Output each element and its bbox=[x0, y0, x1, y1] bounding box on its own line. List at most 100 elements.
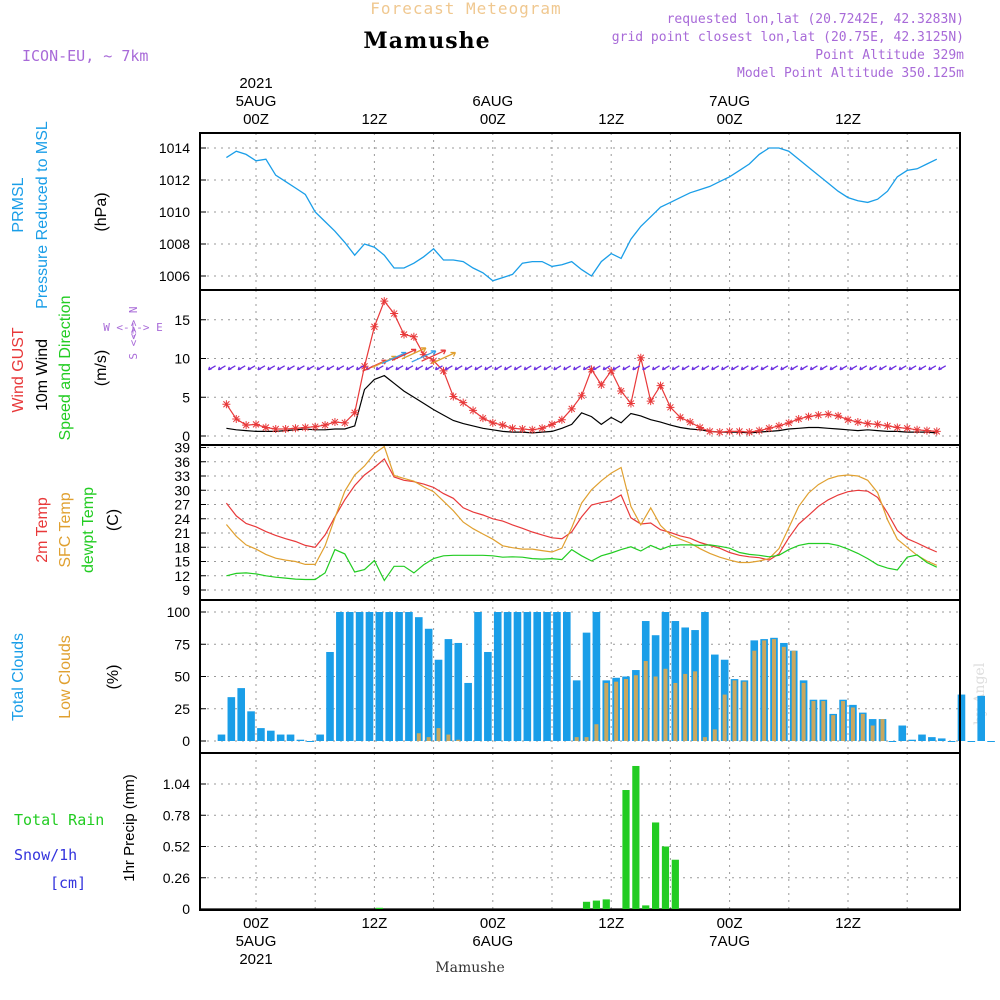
time-label-top: 00Z bbox=[480, 111, 506, 128]
total-clouds-bar bbox=[434, 659, 443, 741]
rain-bar bbox=[671, 859, 679, 909]
wind-gust-marker bbox=[765, 424, 774, 433]
wind-gust-marker bbox=[863, 419, 872, 428]
time-label-bottom: 00Z bbox=[243, 915, 269, 932]
y-tick-label: 1010 bbox=[159, 204, 190, 220]
wind-gust-marker bbox=[488, 418, 497, 427]
time-label-bottom: 12Z bbox=[835, 915, 861, 932]
wind-gust-marker bbox=[804, 412, 813, 421]
total-clouds-bar bbox=[671, 621, 680, 741]
y-tick-label: 9 bbox=[182, 582, 190, 598]
time-label-top: 7AUG bbox=[709, 93, 750, 110]
wind-direction-arrow bbox=[217, 365, 226, 371]
wind-gust-marker bbox=[222, 400, 231, 409]
wind-direction-arrow bbox=[454, 365, 463, 371]
low-clouds-bar bbox=[811, 701, 816, 741]
y-tick-label: 50 bbox=[174, 669, 190, 685]
plot-layer bbox=[200, 147, 995, 910]
wind-direction-arrow bbox=[474, 365, 483, 371]
time-label-top: 12Z bbox=[361, 111, 387, 128]
wind-gust-marker bbox=[784, 418, 793, 427]
rain-bar bbox=[622, 790, 630, 909]
time-label-bottom: 00Z bbox=[480, 915, 506, 932]
wind-direction-arrow bbox=[421, 349, 447, 362]
wind-gust-marker bbox=[705, 427, 714, 436]
wind-direction-arrow bbox=[553, 365, 562, 371]
wind-gust-marker bbox=[508, 424, 517, 433]
total-clouds-bar bbox=[493, 612, 502, 741]
wind-gust-marker bbox=[676, 413, 685, 422]
y-tick-label: 10 bbox=[174, 351, 190, 367]
total-clouds-bar bbox=[267, 730, 275, 741]
y-tick-label: 25 bbox=[174, 701, 190, 717]
low-clouds-bar bbox=[702, 737, 707, 741]
wind-gust-label: Wind GUST bbox=[10, 327, 27, 413]
time-label-top: 12Z bbox=[835, 111, 861, 128]
y-tick-label: 75 bbox=[174, 636, 190, 652]
total-clouds-bar bbox=[395, 612, 403, 741]
y-tick-label: 21 bbox=[174, 525, 190, 541]
total-clouds-bar bbox=[217, 734, 226, 741]
low-clouds-bar bbox=[594, 724, 599, 741]
total-clouds-bar bbox=[405, 612, 413, 741]
total-clouds-bar bbox=[444, 639, 453, 741]
header: Forecast Meteogram Mamushe ICON-EU, ~ 7k… bbox=[22, 0, 988, 976]
total-clouds-bar bbox=[898, 725, 907, 741]
frame-layer bbox=[199, 132, 961, 911]
grid-point-coords: grid point closest lon,lat (20.75E, 42.3… bbox=[612, 30, 964, 45]
wind-gust-marker bbox=[242, 421, 251, 430]
wind-direction-arrow bbox=[533, 365, 542, 371]
y-tick-label: 1014 bbox=[159, 140, 190, 156]
wind-direction-arrow bbox=[444, 365, 453, 371]
wind-gust-marker bbox=[666, 403, 675, 412]
total-clouds-bar bbox=[227, 697, 236, 741]
snow-unit-label: [cm] bbox=[50, 874, 86, 892]
wind-gust-marker bbox=[390, 309, 399, 318]
wind-direction-arrow bbox=[207, 365, 216, 371]
wind-gust-marker bbox=[409, 332, 418, 341]
y-tick-label: 0 bbox=[182, 428, 190, 444]
label-layer: 1006100810101012101405101591215182124273… bbox=[10, 75, 861, 968]
wind-direction-arrow bbox=[790, 365, 799, 371]
y-tick-label: 1008 bbox=[159, 236, 190, 252]
total-clouds-bar bbox=[424, 628, 433, 741]
y-tick-label: 0.26 bbox=[163, 870, 190, 886]
total-clouds-bar bbox=[316, 734, 324, 741]
wind-direction-arrow bbox=[642, 365, 651, 371]
wind-gust-marker bbox=[528, 425, 537, 434]
wind-direction-arrow bbox=[671, 365, 680, 371]
location-title: Mamushe bbox=[363, 28, 490, 54]
wind-direction-arrow bbox=[336, 365, 345, 371]
wind-gust-marker bbox=[597, 380, 606, 389]
wind-gust-marker bbox=[893, 423, 902, 432]
wind-gust-marker bbox=[587, 365, 596, 374]
wind-gust-marker bbox=[814, 411, 823, 420]
low-clouds-bar bbox=[643, 661, 648, 741]
total-clouds-bar bbox=[543, 612, 551, 741]
wind-direction-arrow bbox=[277, 365, 285, 371]
wind-gust-marker bbox=[774, 421, 783, 430]
wind-direction-arrow bbox=[385, 365, 394, 371]
wind-direction-arrow bbox=[711, 365, 720, 371]
rain-bar bbox=[642, 905, 650, 909]
time-label-top: 5AUG bbox=[236, 93, 277, 110]
time-label-bottom: 12Z bbox=[361, 915, 387, 932]
wind-direction-arrow bbox=[898, 365, 907, 371]
y-tick-label: 0.78 bbox=[163, 807, 190, 823]
wind-gust-marker bbox=[607, 366, 616, 375]
total-clouds-bar bbox=[276, 734, 285, 741]
wind-direction-arrow bbox=[878, 365, 887, 371]
y-tick-label: 18 bbox=[174, 539, 190, 555]
total-clouds-bar bbox=[474, 612, 482, 741]
wind-gust-marker bbox=[903, 424, 912, 433]
model-altitude: Model Point Altitude 350.125m bbox=[737, 66, 964, 81]
low-clouds-bar bbox=[732, 680, 737, 741]
wind-gust-marker bbox=[913, 425, 922, 434]
wind-gust-marker bbox=[281, 425, 290, 434]
y-tick-label: 30 bbox=[174, 482, 190, 498]
wind-gust-marker bbox=[271, 425, 280, 434]
low-clouds-bar bbox=[426, 737, 431, 741]
time-label-bottom: 00Z bbox=[717, 915, 743, 932]
time-label-top: 2021 bbox=[239, 75, 272, 92]
wind-gust-marker bbox=[755, 426, 764, 435]
